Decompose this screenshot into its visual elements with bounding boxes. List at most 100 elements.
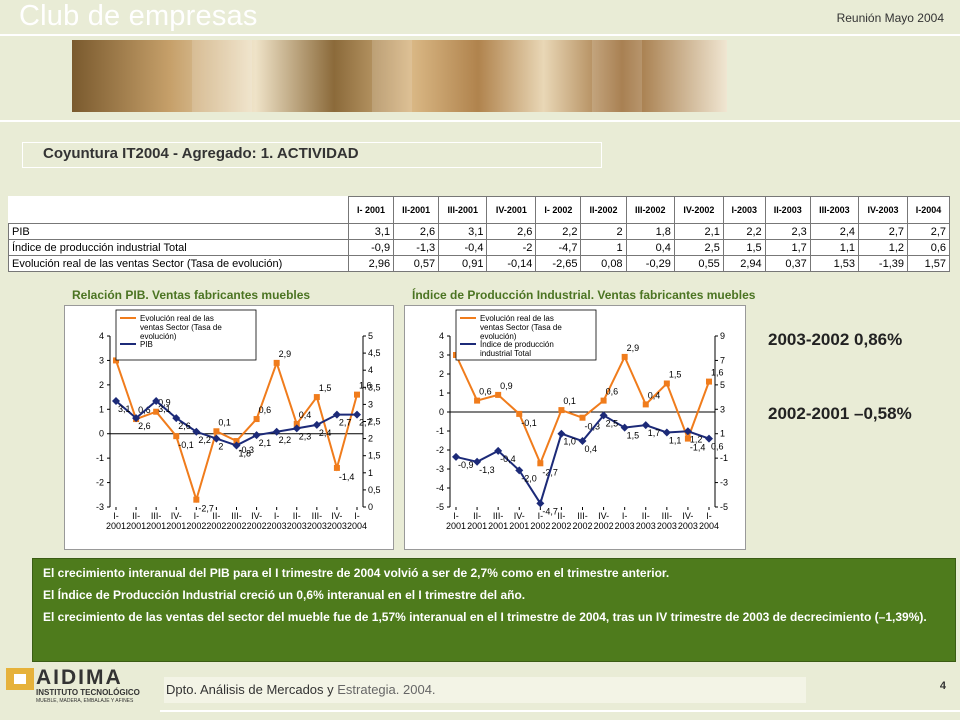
tick-label-left: -1 xyxy=(96,453,104,463)
tick-label-left: 0 xyxy=(99,429,104,439)
indicators-table: I- 2001 II-2001 III-2001 IV-2001 I- 2002… xyxy=(8,196,950,272)
tick-label-right: 2,5 xyxy=(368,417,381,427)
table-cell: 3,1 xyxy=(438,223,488,240)
data-label: 1,5 xyxy=(319,383,332,393)
tick-label-x-year: 2003 xyxy=(615,521,635,531)
data-label: 1,6 xyxy=(711,368,724,378)
data-point-0 xyxy=(173,433,180,440)
table-cell: 3,1 xyxy=(347,223,395,240)
data-point-0 xyxy=(621,353,628,360)
data-label: 3,1 xyxy=(158,404,171,414)
table-row: Evolución real de las ventas Sector (Tas… xyxy=(8,255,950,272)
legend-label: evolución) xyxy=(140,332,177,341)
tick-label-x: III- xyxy=(662,511,673,521)
tick-label-x-year: 2002 xyxy=(530,521,550,531)
data-label: 2,4 xyxy=(319,428,332,438)
growth-2002-2001: 2002-2001 –0,58% xyxy=(768,404,912,423)
data-label: 2,6 xyxy=(178,421,191,431)
column-header: II-2003 xyxy=(764,196,811,224)
tick-label-x: I- xyxy=(538,511,544,521)
tick-label-x-year: 2004 xyxy=(347,521,367,531)
data-point-0 xyxy=(233,438,240,445)
table-cell: 1,53 xyxy=(809,255,860,272)
data-point-1 xyxy=(212,434,221,443)
tick-label-x-year: 2003 xyxy=(287,521,307,531)
table-cell: 1,5 xyxy=(722,239,766,256)
logo-mark-icon xyxy=(6,668,34,690)
data-label: -0,3 xyxy=(239,445,255,455)
legend-label: Evolución real de las xyxy=(140,314,214,323)
table-cell: 2,3 xyxy=(764,223,811,240)
tick-label-x-year: 2002 xyxy=(572,521,592,531)
table-cell: -1,3 xyxy=(393,239,440,256)
data-label: 1,0 xyxy=(563,437,576,447)
data-label: 0,4 xyxy=(299,410,312,420)
tick-label-x-year: 2003 xyxy=(327,521,347,531)
chart-svg: -3-2-10123400,511,522,533,544,55I-2001II… xyxy=(96,309,381,531)
table-cell: -0,29 xyxy=(625,255,675,272)
tick-label-right: 0,5 xyxy=(368,485,381,495)
data-label: -2,0 xyxy=(521,473,537,483)
column-header: III-2002 xyxy=(625,196,675,224)
data-point-1 xyxy=(252,431,261,440)
data-point-1 xyxy=(515,466,524,475)
data-label: -1,3 xyxy=(479,465,495,475)
table-cell: 2,7 xyxy=(907,223,950,240)
note-pib: El crecimiento interanual del PIB para e… xyxy=(43,566,670,580)
tick-label-x: III- xyxy=(151,511,162,521)
footer-divider xyxy=(160,710,960,712)
series-line-1 xyxy=(455,414,710,506)
data-label: -4,7 xyxy=(542,506,558,516)
column-header: I-2003 xyxy=(722,196,766,224)
tick-label-right: -3 xyxy=(720,478,728,488)
data-point-0 xyxy=(684,435,691,442)
data-point-0 xyxy=(706,378,712,385)
data-label: 0,6 xyxy=(479,387,492,397)
tick-label-x-year: 2003 xyxy=(657,521,677,531)
tick-label-right: 0 xyxy=(368,502,373,512)
tick-label-left: 3 xyxy=(439,350,444,360)
table-cell: 0,37 xyxy=(764,255,811,272)
column-header: IV-2003 xyxy=(858,196,908,224)
data-point-0 xyxy=(579,414,586,421)
table-cell: 1,8 xyxy=(625,223,675,240)
tick-label-left: 2 xyxy=(99,380,104,390)
table-cell: 0,91 xyxy=(438,255,488,272)
table-cell: -0,9 xyxy=(347,239,395,256)
data-point-0 xyxy=(313,394,320,401)
legend-label: evolución) xyxy=(480,332,517,341)
data-point-1 xyxy=(172,414,181,423)
header-banner-image xyxy=(72,40,727,112)
page-number: 4 xyxy=(939,680,946,692)
data-point-0 xyxy=(273,359,280,366)
meeting-date: Reunión Mayo 2004 xyxy=(836,11,944,25)
table-cell: 2,2 xyxy=(722,223,766,240)
data-label: -2,7 xyxy=(198,504,214,514)
table-cell: 2,96 xyxy=(347,255,395,272)
tick-label-left: -4 xyxy=(436,483,444,493)
tick-label-right: 3 xyxy=(720,404,725,414)
data-label: 0,9 xyxy=(158,398,171,408)
tick-label-right: 3,5 xyxy=(368,382,381,392)
data-point-1 xyxy=(272,427,281,436)
tick-label-x: IV- xyxy=(598,511,609,521)
tick-label-left: 4 xyxy=(439,331,444,341)
data-label: 2,1 xyxy=(259,438,272,448)
commentary-box: El crecimiento interanual del PIB para e… xyxy=(32,558,956,662)
data-point-1 xyxy=(683,427,692,436)
tick-label-x: IV- xyxy=(171,511,182,521)
tick-label-x-year: 2001 xyxy=(166,521,186,531)
tick-label-left: -5 xyxy=(436,502,444,512)
table-cell: 0,4 xyxy=(625,239,675,256)
tick-label-right: 5 xyxy=(368,331,373,341)
data-point-1 xyxy=(353,410,361,419)
tick-label-x-year: 2003 xyxy=(636,521,656,531)
table-cell: 0,55 xyxy=(673,255,724,272)
logo-tagline: MUEBLE, MADERA, EMBALAJE Y AFINES xyxy=(36,698,134,704)
tick-label-x: I- xyxy=(622,511,628,521)
data-point-1 xyxy=(132,414,141,423)
data-point-1 xyxy=(494,446,503,455)
table-cell: 2,4 xyxy=(809,223,860,240)
tick-label-left: 0 xyxy=(439,407,444,417)
table-cell: 2,6 xyxy=(393,223,440,240)
